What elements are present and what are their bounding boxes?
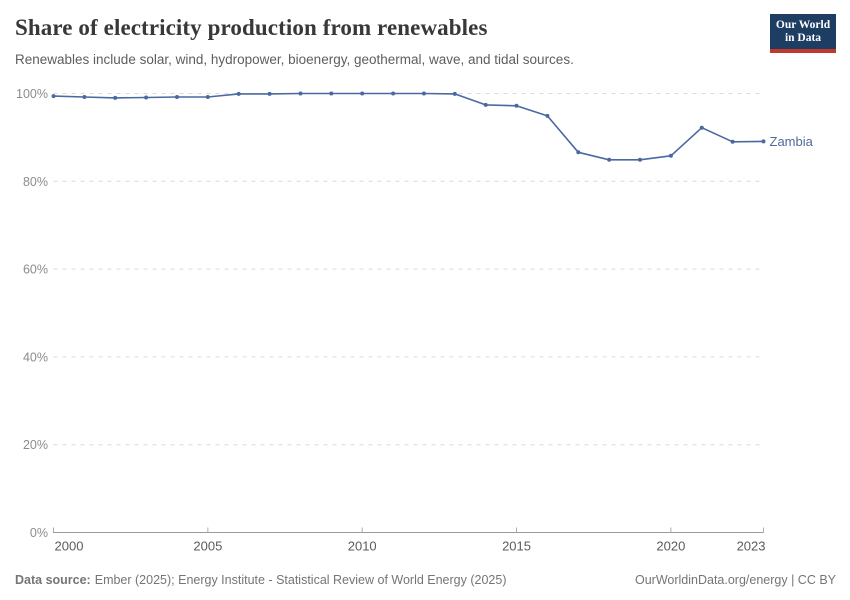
x-tick-label: 2015: [502, 539, 531, 554]
data-point: [668, 153, 673, 158]
data-point: [236, 91, 241, 96]
data-point: [514, 103, 519, 108]
chart-footer: Data source: Ember (2025); Energy Institu…: [15, 573, 836, 587]
chart-title: Share of electricity production from ren…: [15, 15, 488, 40]
chart-header: Share of electricity production from ren…: [15, 14, 755, 68]
entity-label: Zambia: [770, 134, 814, 149]
owid-logo-line2: in Data: [784, 32, 822, 44]
data-point: [483, 102, 488, 107]
data-point: [638, 157, 642, 162]
x-tick-label: 2010: [348, 539, 377, 554]
data-point: [421, 91, 426, 96]
x-tick-label: 2000: [55, 539, 84, 554]
y-tick-label: 0%: [30, 526, 48, 540]
owid-logo[interactable]: Our World in Data: [770, 14, 836, 53]
data-point: [82, 95, 87, 99]
data-point: [298, 91, 303, 96]
owid-logo-line1: Our World: [775, 19, 831, 31]
data-point: [51, 94, 56, 99]
data-point: [329, 91, 334, 96]
data-point: [730, 139, 735, 144]
chart-subtitle: Renewables include solar, wind, hydropow…: [15, 51, 574, 67]
y-tick-label: 100%: [16, 87, 48, 101]
data-point: [360, 91, 365, 96]
series-line: [52, 92, 765, 161]
y-tick-label: 80%: [23, 175, 48, 189]
data-source: Data source: Ember (2025); Energy Institu…: [15, 573, 506, 587]
data-point: [144, 95, 149, 100]
y-tick-label: 60%: [23, 263, 48, 277]
data-source-text: Ember (2025); Energy Institute - Statist…: [94, 573, 507, 587]
x-tick-label: 2023: [737, 539, 766, 554]
data-point: [267, 91, 272, 96]
data-point: [452, 91, 457, 96]
data-point: [113, 95, 118, 100]
data-point: [391, 91, 396, 96]
data-source-label: Data source:: [15, 573, 91, 587]
data-point: [175, 95, 179, 99]
y-tick-label: 40%: [23, 350, 48, 364]
data-point: [607, 157, 612, 162]
x-tick-label: 2020: [656, 539, 685, 554]
x-tick-label: 2005: [193, 539, 222, 554]
data-point: [205, 95, 210, 99]
data-point: [699, 125, 704, 130]
data-point: [761, 139, 766, 144]
y-tick-label: 20%: [23, 438, 48, 452]
attribution-link[interactable]: OurWorldinData.org/energy | CC BY: [634, 573, 836, 587]
data-point: [576, 150, 581, 155]
data-point: [545, 113, 550, 118]
